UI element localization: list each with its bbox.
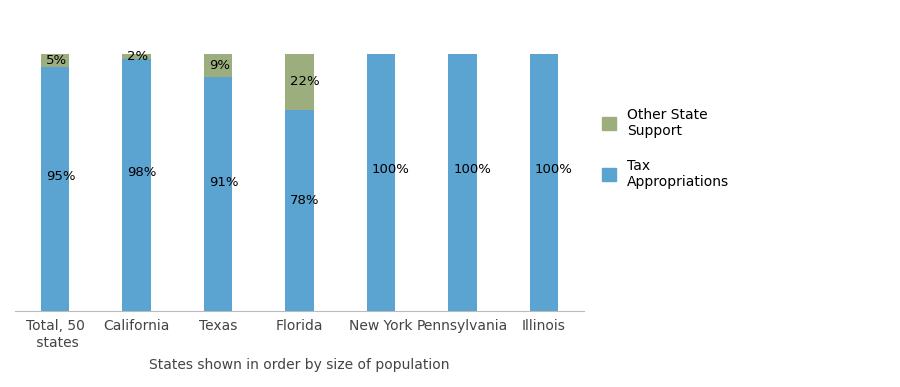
Text: 100%: 100% xyxy=(454,163,491,176)
Bar xyxy=(285,110,314,311)
Text: 78%: 78% xyxy=(291,194,319,207)
Bar xyxy=(448,54,477,311)
Text: 98%: 98% xyxy=(128,166,157,179)
Text: 95%: 95% xyxy=(46,170,76,183)
Bar xyxy=(529,54,558,311)
Text: 5%: 5% xyxy=(46,53,68,67)
Text: 2%: 2% xyxy=(128,50,148,63)
Bar xyxy=(122,54,151,59)
Bar xyxy=(122,59,151,311)
Bar xyxy=(366,54,395,311)
Bar xyxy=(40,67,69,311)
X-axis label: States shown in order by size of population: States shown in order by size of populat… xyxy=(149,358,450,372)
Bar xyxy=(40,54,69,67)
Text: 100%: 100% xyxy=(372,163,410,176)
Legend: Other State
Support, Tax
Appropriations: Other State Support, Tax Appropriations xyxy=(602,108,729,189)
Bar xyxy=(285,54,314,110)
Bar xyxy=(203,77,232,311)
Text: 91%: 91% xyxy=(209,176,238,189)
Bar xyxy=(203,54,232,77)
Text: 22%: 22% xyxy=(291,75,320,89)
Text: 100%: 100% xyxy=(535,163,572,176)
Text: 9%: 9% xyxy=(209,59,230,72)
